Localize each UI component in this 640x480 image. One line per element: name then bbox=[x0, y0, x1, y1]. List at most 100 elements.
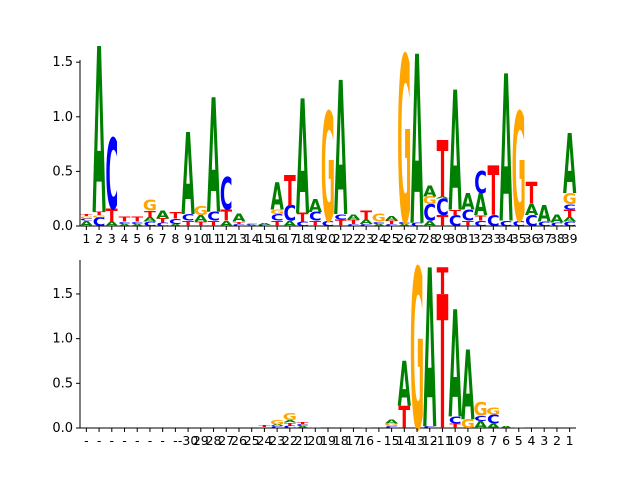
letter-T-pos-18: T bbox=[297, 421, 309, 425]
letter-A-pos-28: A bbox=[423, 226, 436, 478]
letter-A-pos-18: A bbox=[296, 68, 309, 251]
letter-G-pos-17: G bbox=[283, 412, 297, 423]
letter-C-pos-8: C bbox=[169, 218, 182, 226]
letter-A-pos-10: A bbox=[194, 214, 208, 224]
letter-A-pos-1: A bbox=[80, 220, 94, 228]
letter-C-pos-15: C bbox=[258, 225, 271, 227]
x-tick-label: 28 bbox=[206, 433, 222, 448]
letter-T-pos-29: T bbox=[437, 258, 449, 472]
letter-T-pos-21: T bbox=[335, 218, 348, 228]
letter-T-pos-25: T bbox=[386, 220, 398, 225]
letter-T-pos-29: T bbox=[437, 212, 449, 230]
letter-T-pos-8: T bbox=[170, 211, 183, 221]
x-tick-label: 9 bbox=[464, 433, 472, 448]
letter-T-pos-29: T bbox=[437, 126, 449, 216]
x-tick-label: 22 bbox=[282, 433, 298, 448]
letter-C-pos-38: C bbox=[551, 222, 564, 227]
letter-C-pos-25: C bbox=[385, 223, 398, 226]
x-tick-label: 37 bbox=[536, 231, 552, 246]
letter-C-pos-33: C bbox=[487, 412, 500, 427]
letter-T-pos-17: T bbox=[284, 422, 296, 426]
letter-C-pos-16: C bbox=[271, 426, 284, 429]
letter-C-pos-35: C bbox=[512, 220, 525, 228]
y-tick-label: 0.0 bbox=[52, 219, 73, 234]
x-tick-label: 10 bbox=[447, 433, 463, 448]
letter-A-pos-25: A bbox=[385, 419, 399, 425]
letter-C-pos-19: C bbox=[309, 210, 322, 224]
letter-G-pos-27: G bbox=[410, 224, 424, 480]
letter-C-pos-17: C bbox=[284, 424, 297, 428]
letter-A-pos-9: A bbox=[181, 111, 194, 241]
letter-C-pos-34: C bbox=[500, 220, 513, 228]
letter-A-pos-5: A bbox=[131, 223, 145, 226]
letter-T-pos-9: T bbox=[182, 220, 194, 228]
x-tick-label: 38 bbox=[549, 231, 565, 246]
letter-C-pos-11: C bbox=[207, 210, 220, 224]
x-tick-label: 35 bbox=[511, 231, 527, 246]
x-tick-label: 29 bbox=[193, 433, 209, 448]
letter-T-pos-31: T bbox=[462, 220, 474, 228]
x-tick-label: 12 bbox=[218, 231, 234, 246]
letter-C-pos-2: C bbox=[93, 216, 106, 230]
letter-T-pos-39: T bbox=[564, 208, 576, 220]
x-tick-label: 6 bbox=[502, 433, 510, 448]
letter-G-pos-25: G bbox=[385, 423, 399, 427]
letter-A-pos-26: A bbox=[398, 223, 412, 226]
x-tick-label: 39 bbox=[562, 231, 578, 246]
x-tick-label: 13 bbox=[231, 231, 247, 246]
letter-A-pos-8: A bbox=[169, 223, 183, 226]
letter-A-pos-17: A bbox=[283, 220, 297, 228]
x-tick-label: 9 bbox=[184, 231, 192, 246]
letter-T-pos-1: T bbox=[80, 214, 93, 217]
letter-A-pos-4: A bbox=[118, 223, 132, 226]
letter-C-pos-7: C bbox=[156, 222, 169, 227]
letter-T-pos-29: T bbox=[437, 259, 449, 303]
letter-A-pos-15: A bbox=[258, 222, 272, 225]
x-tick-label: 27 bbox=[409, 231, 425, 246]
letter-G-pos-31: G bbox=[461, 417, 475, 432]
letter-A-pos-23: A bbox=[359, 427, 373, 428]
x-tick-label: 24 bbox=[256, 433, 272, 448]
x-tick-label: 13 bbox=[409, 433, 425, 448]
letter-A-pos-30: A bbox=[449, 280, 462, 451]
letter-C-pos-21: C bbox=[334, 213, 347, 221]
x-tick-label: 29 bbox=[435, 231, 451, 246]
x-tick-label: 1 bbox=[566, 433, 574, 448]
letter-A-pos-16: A bbox=[270, 424, 284, 427]
letter-C-pos-39: C bbox=[563, 221, 576, 228]
letter-C-pos-32: C bbox=[474, 165, 487, 201]
letter-C-pos-32: C bbox=[474, 220, 487, 228]
letter-A-pos-22: A bbox=[347, 213, 361, 221]
letter-A-pos-35: A bbox=[512, 427, 526, 428]
x-tick-label: 15 bbox=[384, 433, 400, 448]
letter-C-pos-36: C bbox=[525, 212, 538, 230]
letter-A-pos-28: A bbox=[423, 220, 437, 228]
letter-T-pos-23: T bbox=[360, 209, 373, 223]
letter-A-pos-32: A bbox=[474, 420, 488, 431]
letter-T-pos-16: T bbox=[271, 220, 283, 228]
letter-A-pos-28: A bbox=[423, 183, 437, 201]
y-tick-label: 1.5 bbox=[52, 55, 73, 70]
x-tick-label: 17 bbox=[345, 433, 361, 448]
x-tick-label: - bbox=[84, 433, 89, 448]
letter-C-pos-32: C bbox=[474, 415, 487, 423]
letter-A-pos-27: A bbox=[410, 7, 423, 278]
letter-C-pos-6: C bbox=[144, 221, 157, 228]
x-tick-label: 20 bbox=[307, 433, 323, 448]
letter-G-pos-32: G bbox=[474, 399, 488, 421]
letter-C-pos-23: C bbox=[360, 223, 373, 226]
x-tick-label: 4 bbox=[121, 231, 129, 246]
x-tick-label: 17 bbox=[282, 231, 298, 246]
letter-G-pos-20: G bbox=[321, 83, 335, 257]
letter-T-pos-22: T bbox=[348, 219, 360, 226]
x-tick-label: - bbox=[97, 433, 102, 448]
x-tick-label: 24 bbox=[371, 231, 387, 246]
x-tick-label: 33 bbox=[485, 231, 501, 246]
letter-A-pos-2: A bbox=[92, 2, 105, 267]
letter-C-pos-18: C bbox=[296, 424, 309, 427]
letter-C-pos-28: C bbox=[423, 426, 436, 429]
x-tick-label: 31 bbox=[460, 231, 476, 246]
letter-C-pos-18: C bbox=[296, 221, 309, 228]
